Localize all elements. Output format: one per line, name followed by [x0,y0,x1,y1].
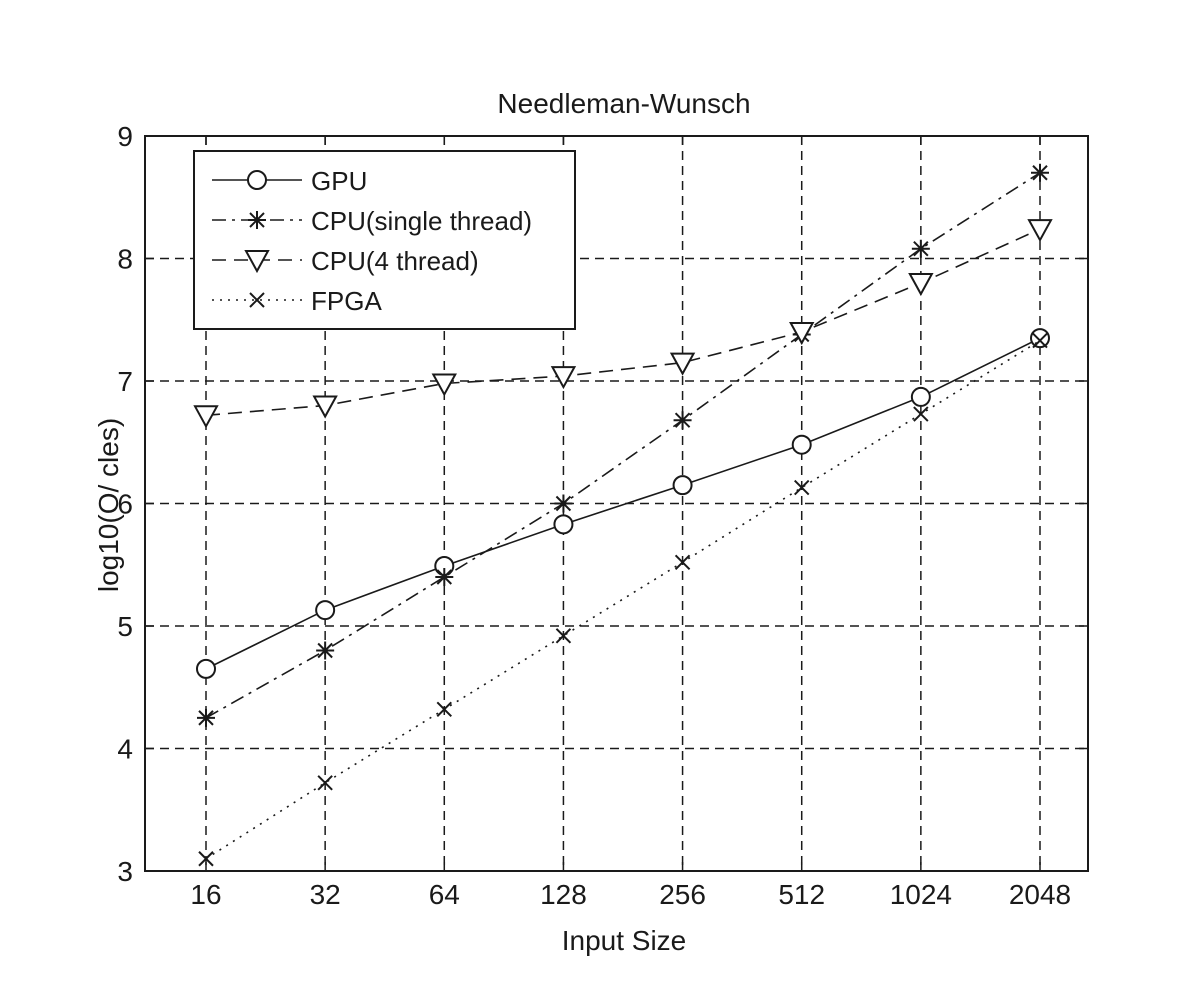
series-fpga [198,332,1048,867]
legend-label-gpu: GPU [311,166,367,196]
data-point-cpu-single-thread [197,708,215,727]
data-point-cpu-4-thread [193,405,219,429]
data-point-cpu-4-thread [312,395,338,419]
data-point-cpu-single-thread [673,411,692,430]
data-point-cpu-single-thread [554,494,573,513]
data-point-cpu-4-thread [669,352,696,376]
data-point-fpga [198,851,214,867]
x-tick-label: 64 [429,879,460,910]
y-tick-label: 3 [117,856,133,887]
y-tick-label: 4 [117,734,133,765]
y-tick-label: 9 [117,121,133,152]
legend-marker-gpu [247,170,267,190]
data-point-cpu-single-thread [1031,163,1049,182]
legend-marker-cpu-4-thread [244,250,270,274]
data-point-gpu [553,514,574,535]
y-axis-label: log10(O/ cles) [93,418,124,592]
x-tick-label: 512 [778,879,825,910]
data-point-gpu [791,434,812,455]
legend-entry-fpga: FPGA [212,286,382,316]
legend-marker-fpga [249,292,265,308]
axes: 16 32 64 128 256 512 1024 2048 3 4 5 6 7 8 9 [117,121,1089,910]
data-point-fpga [674,554,691,571]
legend: GPU CPU(single thread) CPU(4 thread) FPGA [193,150,576,330]
x-tick-label: 1024 [890,879,952,910]
data-point-cpu-4-thread [431,373,457,397]
legend-entry-gpu: GPU [212,166,367,196]
y-tick-label: 7 [117,366,133,397]
data-point-cpu-4-thread [908,273,934,297]
legend-entry-cpu-4-thread: CPU(4 thread) [212,246,479,276]
series-group [193,163,1053,867]
legend-marker-cpu-single-thread [248,211,266,229]
series-line-cpu-4-thread [205,228,1041,417]
series-gpu [196,328,1050,679]
data-point-gpu [315,600,336,621]
x-tick-label: 128 [540,879,587,910]
data-point-cpu-4-thread [550,366,577,390]
x-tick-label: 32 [310,879,341,910]
series-cpu-4-thread [193,219,1053,429]
data-point-cpu-single-thread [316,641,335,660]
data-point-gpu [910,386,931,407]
x-tick-label: 256 [659,879,706,910]
data-point-gpu [196,658,216,679]
data-point-gpu [1030,328,1050,349]
data-point-cpu-4-thread [789,322,815,346]
data-point-gpu [672,475,693,496]
legend-label-cpu-4-thread: CPU(4 thread) [311,246,479,276]
data-point-fpga [555,628,572,644]
legend-label-fpga: FPGA [311,286,382,316]
legend-entry-cpu-single-thread: CPU(single thread) [212,206,532,236]
y-tick-label: 6 [117,489,133,520]
y-tick-label: 5 [117,611,133,642]
data-point-cpu-single-thread [435,568,454,586]
x-axis-label: Input Size [562,925,687,956]
series-line-gpu [205,337,1041,670]
legend-label-cpu-single-thread: CPU(single thread) [311,206,532,236]
y-tick-label: 8 [117,244,133,275]
chart-title: Needleman-Wunsch [497,88,750,119]
data-point-fpga [317,775,333,791]
data-point-cpu-4-thread [1027,219,1053,243]
data-point-fpga [913,406,929,422]
data-point-cpu-single-thread [911,239,930,258]
data-point-fpga [436,701,452,718]
x-tick-label: 2048 [1009,879,1071,910]
x-tick-label: 16 [190,879,221,910]
series-line-fpga [205,339,1041,860]
data-point-fpga [794,479,810,496]
data-point-fpga [1032,332,1048,349]
